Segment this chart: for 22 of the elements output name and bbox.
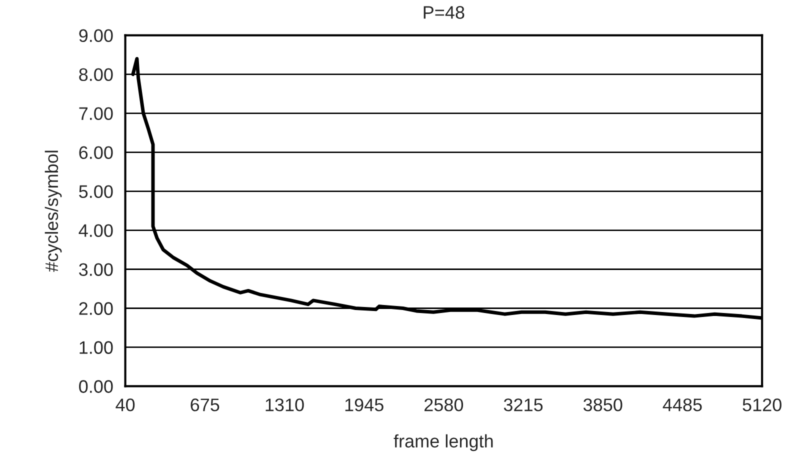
y-axis-title: #cycles/symbol <box>44 150 62 272</box>
y-tick-label: 2.00 <box>79 302 113 315</box>
x-tick-label: 1945 <box>345 398 384 412</box>
x-tick-label: 4485 <box>662 398 702 412</box>
y-tick-label: 7.00 <box>79 107 113 120</box>
y-tick-label: 0.00 <box>79 380 113 393</box>
y-tick-label: 9.00 <box>79 29 113 42</box>
y-tick-label: 8.00 <box>79 68 113 82</box>
x-tick-label: 1310 <box>266 398 304 412</box>
x-tick-label: 40 <box>116 398 135 412</box>
x-axis-title: frame length <box>394 434 493 452</box>
y-tick-label: 5.00 <box>79 185 113 198</box>
x-tick-label: 2580 <box>424 398 464 412</box>
x-tick-label: 3850 <box>583 398 622 412</box>
x-tick-label: 5120 <box>742 398 782 412</box>
y-tick-label: 4.00 <box>78 224 113 237</box>
y-tick-label: 6.00 <box>79 146 113 160</box>
y-tick-label: 1.00 <box>80 341 113 354</box>
chart-title: P=48 <box>424 6 464 19</box>
x-tick-label: 3215 <box>504 398 543 412</box>
y-tick-label: 3.00 <box>79 263 113 276</box>
x-tick-label: 675 <box>190 398 220 412</box>
